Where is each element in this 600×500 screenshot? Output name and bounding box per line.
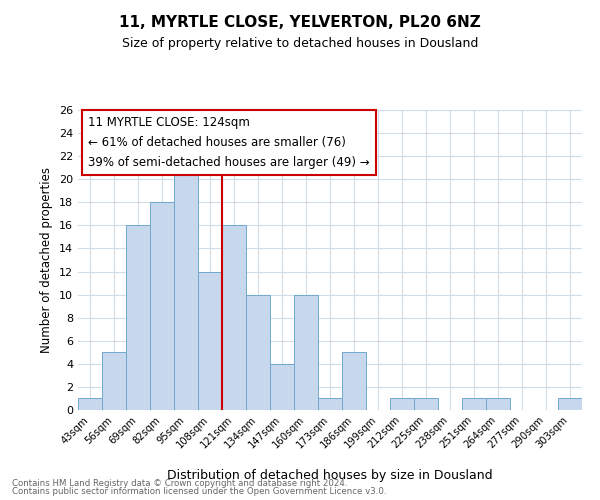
Bar [462, 398, 486, 410]
Text: Distribution of detached houses by size in Dousland: Distribution of detached houses by size … [167, 468, 493, 481]
Bar [414, 398, 438, 410]
Text: 11, MYRTLE CLOSE, YELVERTON, PL20 6NZ: 11, MYRTLE CLOSE, YELVERTON, PL20 6NZ [119, 15, 481, 30]
Bar [126, 226, 150, 410]
Bar [222, 226, 246, 410]
Bar [390, 398, 414, 410]
Bar [198, 272, 222, 410]
Bar [270, 364, 294, 410]
Bar [558, 398, 582, 410]
Bar [102, 352, 126, 410]
Bar [318, 398, 342, 410]
Text: 11 MYRTLE CLOSE: 124sqm
← 61% of detached houses are smaller (76)
39% of semi-de: 11 MYRTLE CLOSE: 124sqm ← 61% of detache… [88, 116, 370, 169]
Bar [342, 352, 366, 410]
Bar [174, 156, 198, 410]
Bar [78, 398, 102, 410]
Bar [150, 202, 174, 410]
Bar [294, 294, 318, 410]
Y-axis label: Number of detached properties: Number of detached properties [40, 167, 53, 353]
Text: Contains HM Land Registry data © Crown copyright and database right 2024.: Contains HM Land Registry data © Crown c… [12, 478, 347, 488]
Text: Contains public sector information licensed under the Open Government Licence v3: Contains public sector information licen… [12, 487, 386, 496]
Bar [486, 398, 510, 410]
Text: Size of property relative to detached houses in Dousland: Size of property relative to detached ho… [122, 38, 478, 51]
Bar [246, 294, 270, 410]
